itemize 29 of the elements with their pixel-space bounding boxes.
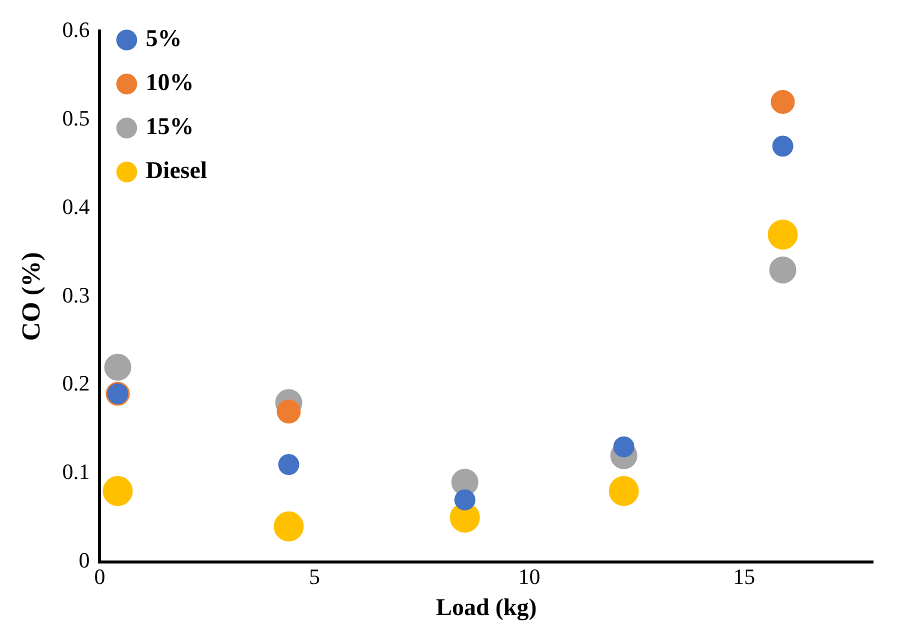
point: [278, 454, 300, 476]
point: [769, 256, 796, 284]
point: [276, 399, 301, 424]
y-tick-label: 0.3: [62, 282, 90, 308]
point: [102, 476, 133, 506]
x-tick-label: 10: [518, 564, 540, 589]
point: [770, 90, 795, 114]
point: [768, 220, 798, 250]
legend-label: 5%: [146, 26, 182, 52]
x-tick-label: 15: [733, 564, 756, 589]
point: [104, 354, 132, 381]
x-tick-label: 0: [94, 564, 106, 589]
y-tick-label: 0.5: [62, 105, 90, 130]
y-tick-label: 0.4: [62, 194, 90, 219]
point: [613, 436, 634, 458]
y-tick-label: 0.6: [62, 16, 90, 42]
y-axis-title: CO (%): [16, 252, 46, 341]
point: [454, 489, 476, 510]
y-tick-label: 0.2: [62, 370, 90, 396]
point: [608, 476, 639, 506]
legend-label: 15%: [146, 114, 194, 140]
y-tick-label: 0: [78, 548, 90, 573]
x-axis-title: Load (kg): [436, 594, 537, 621]
x-tick-label: 5: [309, 564, 320, 589]
legend-label: 10%: [146, 70, 194, 96]
point: [274, 511, 304, 542]
y-tick-label: 0.1: [62, 459, 90, 484]
legend-label: Diesel: [146, 158, 208, 184]
point: [772, 136, 794, 157]
